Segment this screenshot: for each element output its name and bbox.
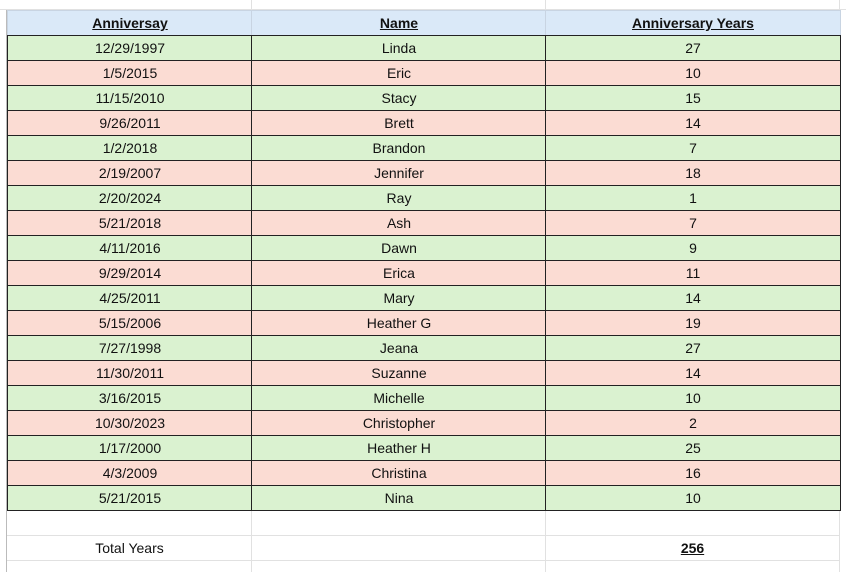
table-cell: Christopher <box>251 410 547 436</box>
table-cell: 16 <box>545 460 841 486</box>
table-cell: Linda <box>251 35 547 61</box>
column-header: Name <box>251 10 547 36</box>
row-gutter <box>0 10 7 572</box>
table-cell: 4/25/2011 <box>7 285 253 311</box>
table-cell: 14 <box>545 360 841 386</box>
column-divider <box>839 0 840 10</box>
column-header: Anniversary Years <box>545 10 841 36</box>
table-cell: Suzanne <box>251 360 547 386</box>
header-border <box>0 9 846 10</box>
column-header: Anniversay <box>7 10 253 36</box>
table-cell: Christina <box>251 460 547 486</box>
table-cell: 10 <box>545 60 841 86</box>
total-label: Total Years <box>95 539 164 556</box>
table-cell: 4/3/2009 <box>7 460 253 486</box>
table-cell: Heather H <box>251 435 547 461</box>
table-cell: Dawn <box>251 235 547 261</box>
table-cell: 7 <box>545 210 841 236</box>
table-cell: Michelle <box>251 385 547 411</box>
row-line <box>7 535 839 536</box>
table-cell: 10/30/2023 <box>7 410 253 436</box>
column-divider <box>251 0 252 10</box>
table-cell: 7 <box>545 135 841 161</box>
table-cell: 27 <box>545 335 841 361</box>
total-value: 256 <box>680 539 705 556</box>
table-cell: 12/29/1997 <box>7 35 253 61</box>
table-cell: 25 <box>545 435 841 461</box>
table-cell: 10 <box>545 485 841 511</box>
table-cell: 18 <box>545 160 841 186</box>
table-cell: 5/15/2006 <box>7 310 253 336</box>
table-cell: 11/30/2011 <box>7 360 253 386</box>
table-cell: Nina <box>251 485 547 511</box>
table-cell: 5/21/2018 <box>7 210 253 236</box>
table-cell: 9/26/2011 <box>7 110 253 136</box>
column-divider <box>545 0 546 10</box>
table-cell: 9 <box>545 235 841 261</box>
column-line <box>545 511 546 572</box>
table-cell: 19 <box>545 310 841 336</box>
table-cell: 14 <box>545 110 841 136</box>
table-cell: 14 <box>545 285 841 311</box>
row-line <box>7 560 839 561</box>
table-cell: 3/16/2015 <box>7 385 253 411</box>
table-cell: 9/29/2014 <box>7 260 253 286</box>
column-line <box>839 511 840 572</box>
table-cell: Jennifer <box>251 160 547 186</box>
table-cell: Mary <box>251 285 547 311</box>
table-cell: Erica <box>251 260 547 286</box>
table-cell: Ash <box>251 210 547 236</box>
table-cell: 15 <box>545 85 841 111</box>
table-cell: 2/19/2007 <box>7 160 253 186</box>
table-cell: Jeana <box>251 335 547 361</box>
table-cell: 10 <box>545 385 841 411</box>
table-cell: Heather G <box>251 310 547 336</box>
table-cell: 2/20/2024 <box>7 185 253 211</box>
table-cell: 1/17/2000 <box>7 435 253 461</box>
table-cell: 4/11/2016 <box>7 235 253 261</box>
table-cell: Ray <box>251 185 547 211</box>
table-cell: 1/5/2015 <box>7 60 253 86</box>
column-line <box>251 511 252 572</box>
table-cell: 1 <box>545 185 841 211</box>
table-cell: 1/2/2018 <box>7 135 253 161</box>
table-cell: 2 <box>545 410 841 436</box>
table-cell: Brett <box>251 110 547 136</box>
table-cell: 7/27/1998 <box>7 335 253 361</box>
table-cell: Brandon <box>251 135 547 161</box>
table-cell: Stacy <box>251 85 547 111</box>
table-cell: 11 <box>545 260 841 286</box>
table-cell: 11/15/2010 <box>7 85 253 111</box>
table-cell: 5/21/2015 <box>7 485 253 511</box>
table-cell: Eric <box>251 60 547 86</box>
table-cell: 27 <box>545 35 841 61</box>
